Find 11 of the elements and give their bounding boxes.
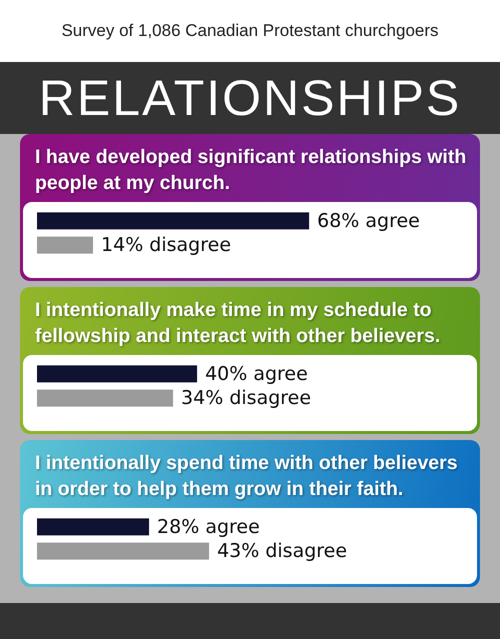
text: RELATIONSHIPS — [38, 69, 462, 128]
data-label: 34% disagree — [181, 387, 312, 410]
text: Survey of 1,086 Canadian Protestant churchgoers — [0, 0, 500, 62]
chart-title: I have developed significant relationships with people at my church. — [34, 145, 468, 196]
data-label: 14% disagree — [101, 234, 232, 256]
chart-title: I intentionally spend time with other believers in order to help them grow in their faith. — [34, 451, 459, 502]
data-label: 40% agree — [205, 362, 308, 385]
data-label: 28% agree — [157, 516, 260, 538]
data-label: 43% disagree — [217, 540, 348, 562]
data-label: 68% agree — [317, 210, 420, 232]
text: I intentionally make time in my schedule to fellowship and interact with other believers. — [34, 298, 442, 349]
